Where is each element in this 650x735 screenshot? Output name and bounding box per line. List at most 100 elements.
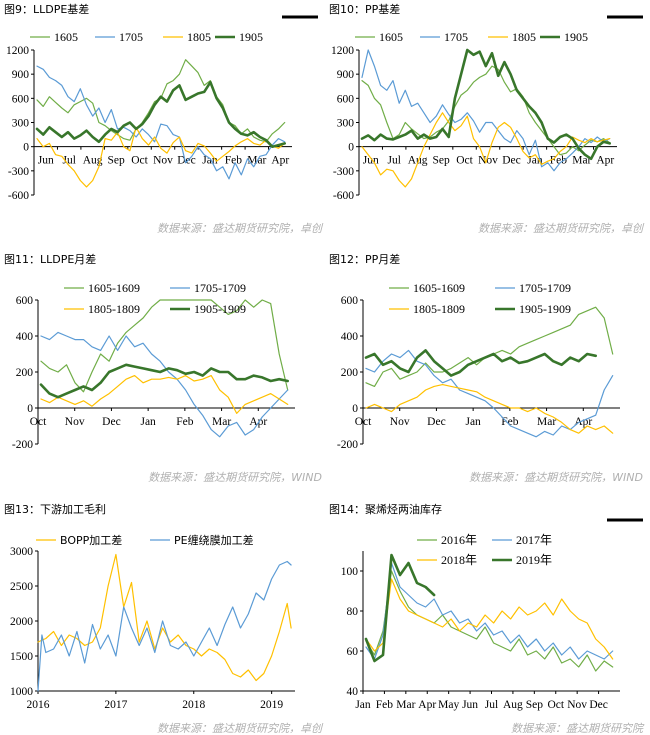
x-tick-label: Dec	[427, 416, 446, 428]
legend-label: 2018年	[441, 553, 477, 567]
data-source: 数据来源：盛达期货研究院，WIND	[469, 471, 643, 484]
chart-title: 图11：LLDPE月差	[4, 252, 96, 266]
x-tick-label: Nov	[390, 416, 410, 428]
y-tick-label: 80	[347, 606, 359, 618]
data-source: 数据来源：盛达期货研究院，卓创	[157, 722, 324, 735]
x-tick-label: Feb	[376, 699, 394, 711]
y-tick-label: 600	[337, 93, 355, 105]
series-line-3	[365, 384, 614, 434]
x-tick-label: Apr	[596, 155, 614, 167]
x-tick-label: Oct	[456, 155, 473, 167]
chart-title: 图13：下游加工毛利	[4, 503, 106, 516]
data-source: 数据来源：盛达期货研究院	[511, 722, 645, 735]
x-tick-label: Mar	[572, 155, 591, 167]
legend-label: 1805	[512, 30, 536, 44]
legend-label: 1805-1809	[413, 302, 465, 316]
y-tick-label: 600	[16, 295, 34, 307]
x-tick-label: May	[438, 699, 459, 711]
series-line-1	[361, 65, 611, 156]
series-line-4	[364, 349, 597, 377]
x-tick-label: Oct	[355, 416, 372, 428]
x-tick-label: Apr	[418, 699, 436, 711]
x-tick-label: Mar	[212, 416, 231, 428]
legend-label: 1905-1909	[194, 302, 246, 316]
x-tick-label: Feb	[550, 155, 568, 167]
y-tick-label: 40	[347, 686, 359, 698]
chart-panel-fig14: 图14：聚烯烃两油库存 40 60 80 100 Jan Feb Mar Apr May Jun J…	[325, 490, 650, 735]
y-tick-label: 300	[12, 118, 30, 130]
y-tick-label: -600	[8, 190, 29, 202]
legend-label: 2019年	[516, 553, 552, 567]
series-line-2	[40, 331, 289, 438]
x-tick-label: Mar	[396, 699, 415, 711]
x-tick-label: Sep	[526, 699, 544, 711]
x-tick-label: Jul	[387, 155, 400, 167]
y-tick-label: 2500	[10, 581, 33, 593]
series-line-1	[40, 299, 289, 393]
series-line-4	[360, 48, 611, 161]
series-line-2	[361, 49, 611, 172]
series-line-3	[40, 375, 289, 414]
series-line-2	[37, 560, 292, 692]
x-tick-label: Oct	[30, 416, 47, 428]
y-tick-label: 1000	[10, 686, 33, 698]
series-line-1	[365, 306, 614, 387]
y-tick-label: 1200	[331, 45, 354, 57]
x-tick-label: Nov	[153, 155, 173, 167]
y-tick-label: 0	[352, 403, 358, 415]
y-tick-label: -200	[337, 439, 358, 451]
y-tick-label: -300	[8, 166, 29, 178]
y-tick-label: 900	[337, 69, 355, 81]
y-tick-label: 0	[348, 142, 354, 154]
legend-label: PE缠绕膜加工差	[174, 533, 254, 547]
x-tick-label: Sep	[107, 155, 125, 167]
y-tick-label: -300	[333, 166, 354, 178]
x-tick-label: Aug	[83, 155, 103, 167]
series-line-3	[36, 126, 286, 188]
series-line-3	[361, 112, 611, 188]
y-tick-label: 900	[12, 69, 30, 81]
y-tick-label: 600	[341, 295, 359, 307]
y-tick-label: 0	[23, 142, 29, 154]
x-tick-label: Feb	[176, 416, 194, 428]
chart-title: 图12：PP月差	[329, 252, 400, 266]
y-tick-label: 100	[341, 566, 359, 578]
legend-label: 1905	[564, 30, 588, 44]
x-tick-label: Jan	[140, 416, 156, 428]
series-line-4	[39, 363, 289, 399]
y-tick-label: 200	[16, 367, 34, 379]
chart-title: 图10：PP基差	[329, 2, 400, 16]
series-line-4	[364, 553, 436, 663]
x-tick-label: Jan	[355, 699, 371, 711]
y-tick-label: 1200	[6, 45, 29, 57]
x-tick-label: 2016	[27, 699, 50, 711]
series-line-1	[365, 570, 614, 672]
legend-label: 1905	[239, 30, 263, 44]
chart-panel-fig13: 图13：下游加工毛利 1000 1500 2000 2500 3000 2016 2017 2…	[0, 490, 325, 735]
chart-title: 图9：LLDPE基差	[4, 2, 89, 16]
x-tick-label: 2019	[260, 699, 283, 711]
x-tick-label: Feb	[501, 416, 519, 428]
y-tick-label: 0	[27, 403, 33, 415]
y-tick-label: 300	[337, 118, 355, 130]
x-tick-label: Jul	[485, 699, 498, 711]
legend-label: 1705	[444, 30, 468, 44]
x-tick-label: Dec	[589, 699, 608, 711]
y-tick-label: 2000	[10, 616, 33, 628]
chart-panel-fig11: 图11：LLDPE月差 -200 0 200 400 600 Oct Nov Dec Jan Fe…	[0, 245, 325, 490]
legend-label: 1905-1909	[519, 302, 571, 316]
legend-label: 1705-1709	[194, 281, 246, 295]
y-tick-label: 400	[341, 331, 359, 343]
legend-label: 2017年	[516, 533, 552, 547]
x-tick-label: Feb	[225, 155, 243, 167]
y-tick-label: 60	[347, 646, 359, 658]
x-tick-label: Oct	[547, 699, 564, 711]
x-tick-label: Jan	[465, 416, 481, 428]
legend-label: 1705-1709	[519, 281, 571, 295]
data-source: 数据来源：盛达期货研究院，卓创	[157, 222, 324, 235]
x-tick-label: Jun	[462, 699, 478, 711]
x-tick-label: Nov	[478, 155, 498, 167]
x-tick-label: Jun	[363, 155, 379, 167]
series-line-2	[365, 562, 614, 660]
legend-label: BOPP加工差	[60, 533, 122, 547]
